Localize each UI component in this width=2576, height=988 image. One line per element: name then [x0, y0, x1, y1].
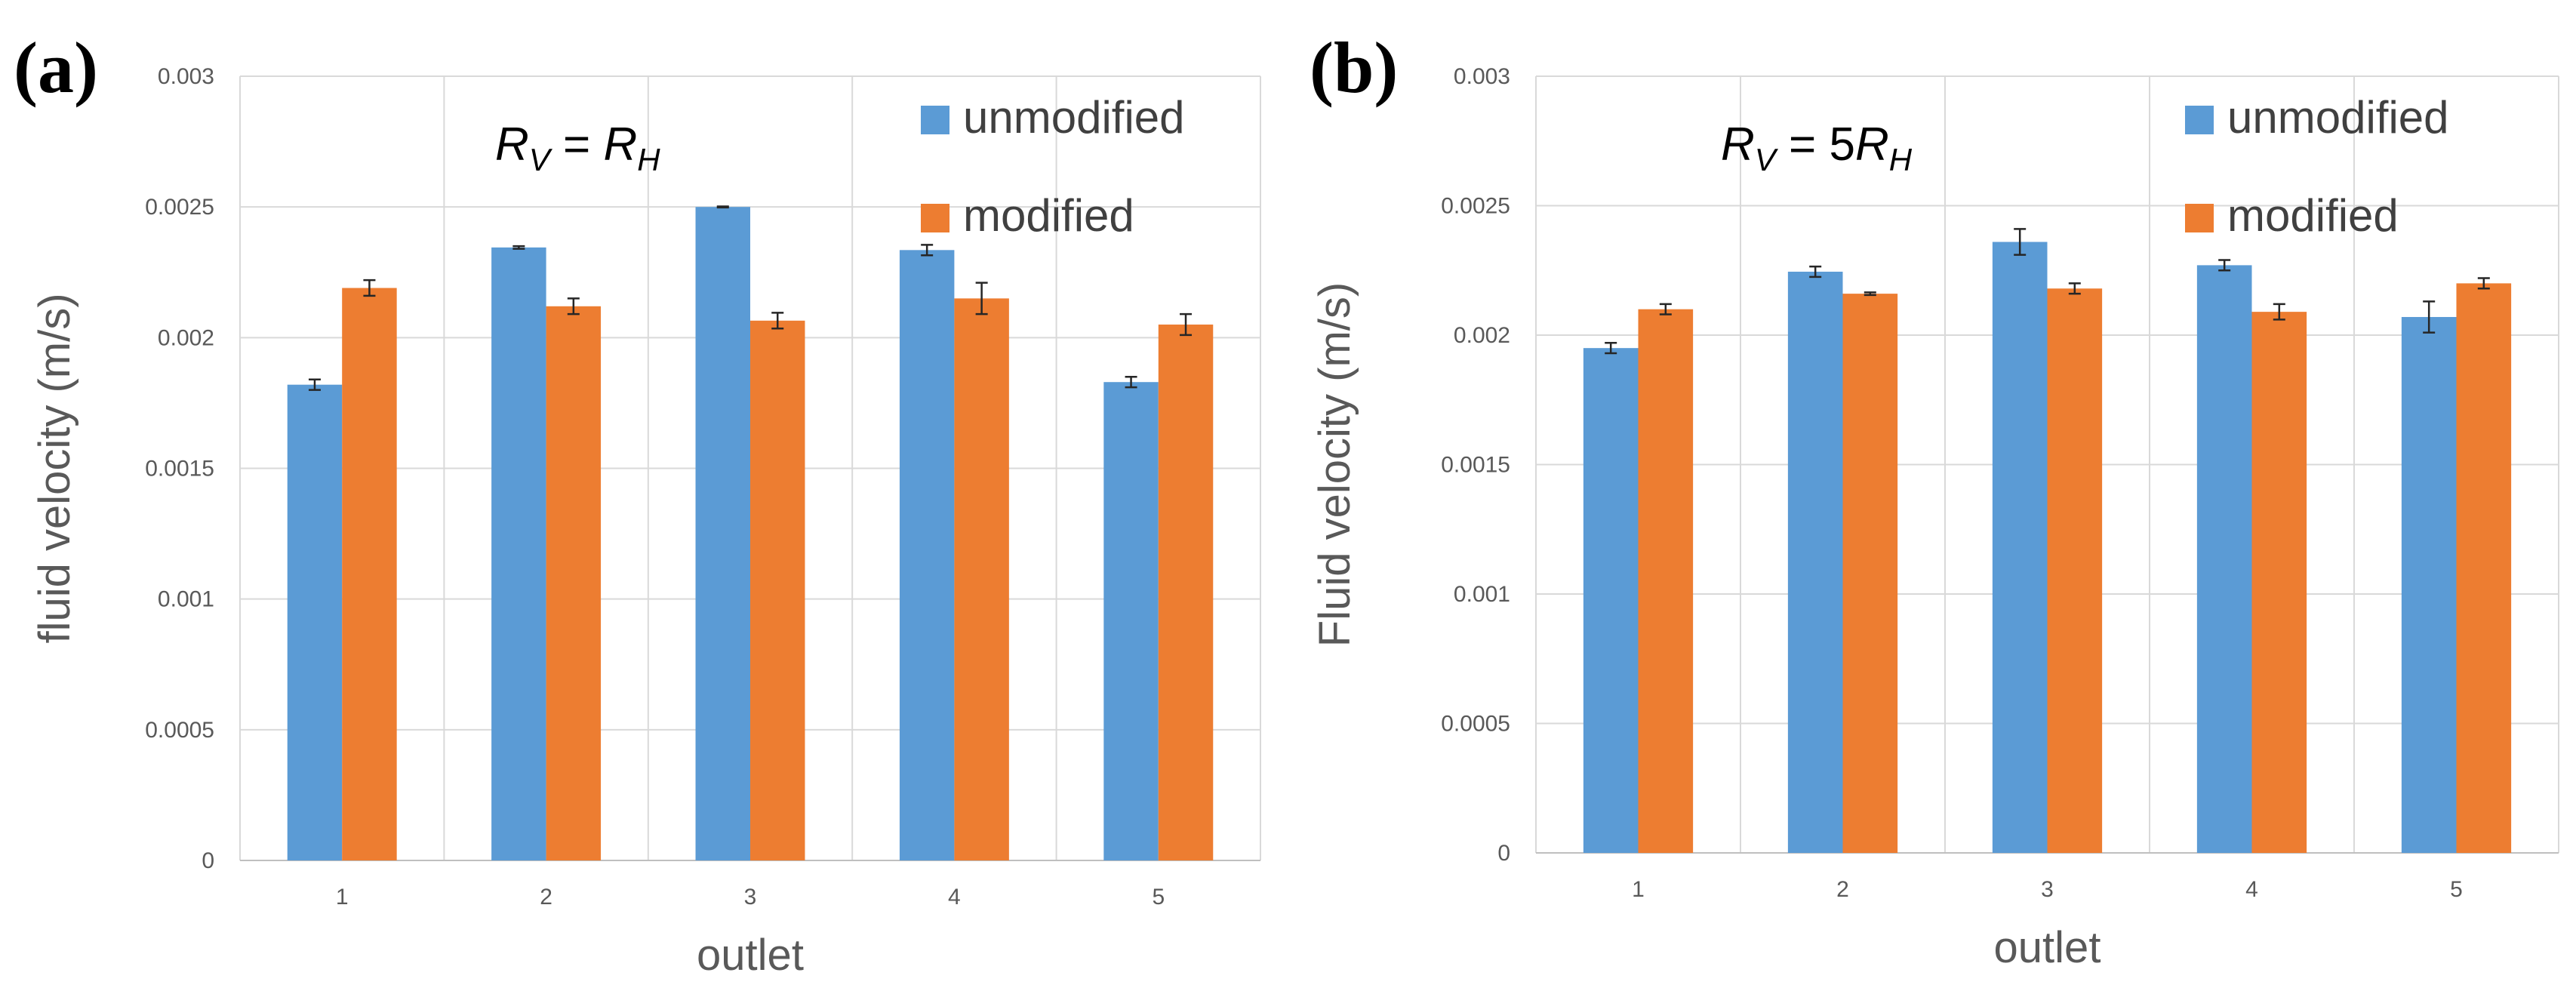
x-tick-label: 4 [2245, 877, 2258, 902]
legend-swatch-modified [921, 204, 949, 232]
x-tick-label: 5 [1152, 885, 1165, 910]
y-tick-label: 0 [1497, 841, 1510, 866]
y-tick-label: 0.002 [158, 325, 214, 350]
bar-unmodified-3 [1992, 242, 2048, 853]
chart-panel-b: 0 0.0005 0.001 0.0015 0.002 0.0025 0.003 1 2 3 4 5 o… [1310, 27, 2559, 972]
bar-modified-3 [750, 320, 805, 860]
y-tick-label: 0.003 [1454, 64, 1510, 89]
y-tick-label: 0.0015 [1441, 453, 1510, 478]
bar-modified-2 [546, 306, 602, 861]
equation-part: R [603, 118, 637, 171]
y-tick-label: 0.0015 [145, 457, 214, 482]
y-tick-label: 0.0025 [145, 195, 214, 220]
bar-unmodified-4 [899, 250, 955, 861]
y-tick-label: 0.0005 [1441, 712, 1510, 737]
legend-label-modified: modified [2227, 190, 2399, 241]
equation-part: R [1721, 118, 1755, 171]
equation-annotation: RV = RH [495, 118, 660, 177]
y-tick-label: 0.001 [1454, 582, 1510, 607]
x-tick-label: 3 [2041, 877, 2054, 902]
bar-unmodified-1 [1583, 348, 1639, 853]
y-axis-label: fluid velocity (m/s) [30, 293, 79, 643]
equation-part: = [550, 118, 604, 171]
equation-part: H [637, 142, 660, 177]
y-tick-label: 0.002 [1454, 323, 1510, 348]
x-axis-label: outlet [697, 931, 804, 980]
bar-modified-2 [1842, 294, 1898, 853]
bar-modified-4 [954, 298, 1009, 861]
bar-modified-5 [1158, 325, 1214, 860]
equation-part: H [1889, 142, 1913, 177]
legend-swatch-unmodified [921, 106, 949, 134]
equation-annotation: RV = 5RH [1721, 118, 1913, 177]
y-tick-label: 0.003 [158, 64, 214, 89]
equation-part: 5 [1829, 118, 1854, 171]
bar-modified-1 [342, 288, 397, 860]
equation-part: V [529, 142, 553, 177]
bar-unmodified-5 [2401, 316, 2457, 853]
panel-label: (a) [14, 27, 98, 108]
x-tick-label: 4 [948, 885, 961, 910]
bar-unmodified-3 [695, 207, 750, 861]
x-tick-label: 3 [744, 885, 757, 910]
bar-unmodified-2 [491, 247, 546, 860]
bar-unmodified-1 [287, 384, 343, 860]
legend-label-modified: modified [963, 190, 1134, 241]
x-tick-label: 1 [336, 885, 349, 910]
x-tick-label: 5 [2450, 877, 2463, 902]
equation-part: V [1755, 142, 1779, 177]
equation-part: R [495, 118, 529, 171]
chart-panel-a: 0 0.0005 0.001 0.0015 0.002 0.0025 0.003 1 2 3 4 5 o… [14, 27, 1261, 980]
x-axis-label: outlet [1994, 923, 2101, 972]
legend-label-unmodified: unmodified [2227, 92, 2449, 143]
y-tick-label: 0.0005 [145, 718, 214, 743]
bar-unmodified-2 [1787, 271, 1843, 854]
bar-modified-5 [2456, 283, 2512, 853]
legend-swatch-unmodified [2185, 106, 2214, 134]
equation-part: R [1855, 118, 1889, 171]
x-tick-label: 2 [1836, 877, 1849, 902]
bar-modified-1 [1638, 309, 1694, 853]
y-axis-label: Fluid velocity (m/s) [1310, 282, 1359, 647]
bar-modified-4 [2251, 312, 2307, 853]
x-tick-label: 1 [1632, 877, 1645, 902]
legend-label-unmodified: unmodified [963, 92, 1185, 143]
bar-unmodified-4 [2196, 265, 2252, 853]
legend-swatch-modified [2185, 204, 2214, 232]
y-tick-label: 0 [202, 848, 214, 873]
x-tick-label: 2 [540, 885, 552, 910]
y-tick-label: 0.0025 [1441, 194, 1510, 219]
bar-modified-3 [2047, 288, 2103, 853]
equation-part: = [1776, 118, 1830, 171]
y-tick-label: 0.001 [158, 587, 214, 612]
panel-label: (b) [1310, 27, 1398, 108]
bar-unmodified-5 [1103, 382, 1159, 861]
